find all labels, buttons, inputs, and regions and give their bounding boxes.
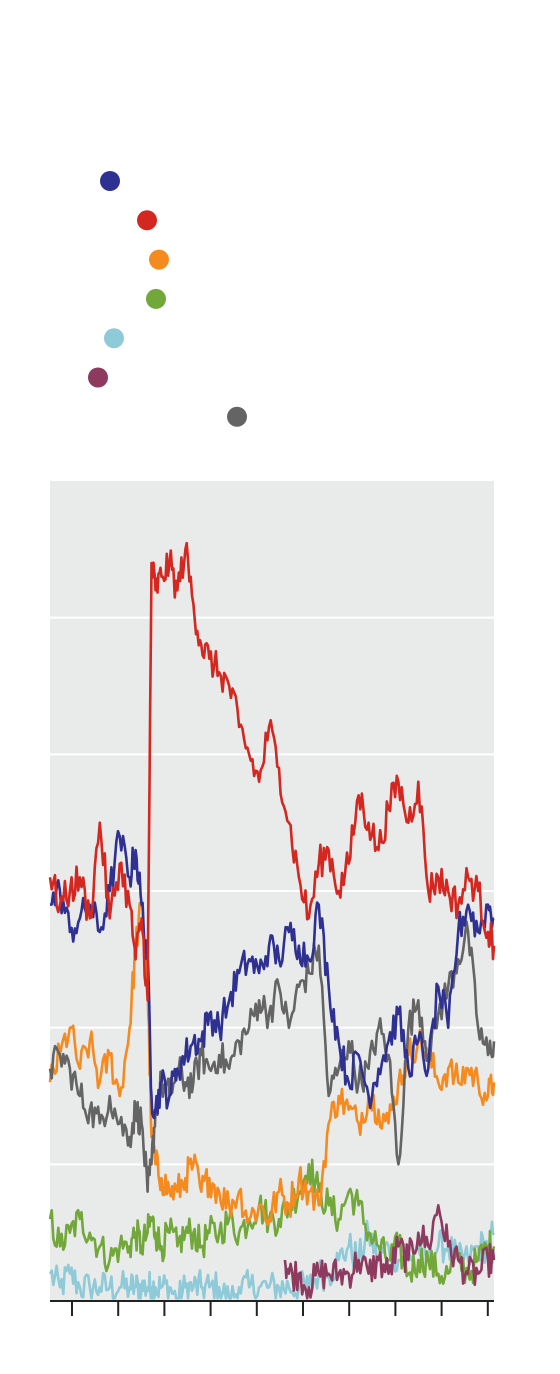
series-line-gray [48, 920, 496, 1193]
legend-dot-gray [227, 406, 247, 427]
x-axis [50, 1300, 494, 1316]
legend-dot-red [137, 210, 157, 231]
legend-dot-plum [88, 367, 108, 388]
legend-dot-green [146, 288, 166, 309]
series-line-green [48, 1158, 496, 1285]
gridlines [50, 616, 494, 1166]
series-line-navy [49, 829, 495, 1120]
legend-dot-orange [149, 249, 169, 270]
legend [88, 171, 247, 427]
legend-dot-lightblue [104, 328, 124, 349]
series-lines [48, 541, 496, 1300]
series-line-plum [283, 1204, 496, 1300]
legend-dot-navy [100, 171, 120, 191]
series-line-orange [48, 901, 496, 1226]
series-line-red [48, 541, 496, 1002]
